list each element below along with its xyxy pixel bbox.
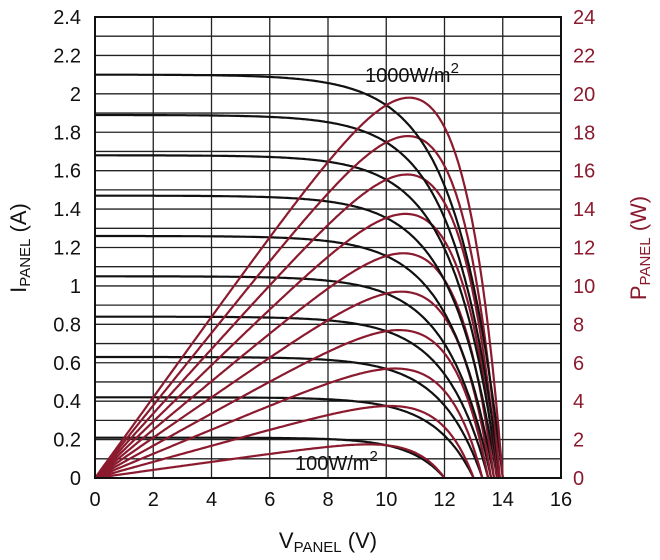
y-right-tick-label: 8: [573, 314, 584, 336]
y-right-tick-label: 6: [573, 353, 584, 375]
y-right-tick-label: 10: [573, 276, 595, 298]
y-left-tick-label: 1.6: [53, 161, 81, 183]
x-tick-label: 12: [433, 489, 455, 511]
annotation-1000-text: 1000W/m: [365, 65, 451, 87]
x-tick-label: 16: [550, 489, 572, 511]
current-curve-300: [95, 355, 484, 479]
y-right-tick-label: 20: [573, 84, 595, 106]
annotation-1000: 1000W/m2: [365, 60, 459, 87]
y-right-tick-label: 12: [573, 238, 595, 260]
tick-labels: 0 2 4 6 8 10 12 14 1600.20.40.60.811.21.41.61.82…: [53, 7, 595, 511]
y-left-tick-label: 0: [70, 468, 81, 490]
y-right-tick-label: 18: [573, 122, 595, 144]
power-curve-300: [94, 367, 484, 480]
y-left-tick-label: 1.2: [53, 238, 81, 260]
x-axis-label-sub: PANEL: [294, 539, 342, 556]
power-curve-200: [94, 404, 475, 480]
y-right-tick-label: 2: [573, 430, 584, 452]
y-left-tick-label: 1: [70, 276, 81, 298]
power-curve-500: [94, 290, 493, 479]
current-curve-400: [95, 315, 490, 479]
current-curve-200: [95, 396, 475, 479]
power-curve-800: [94, 173, 500, 479]
x-axis-label-main: V: [279, 528, 294, 553]
x-axis-label-unit: (V): [342, 528, 377, 553]
x-tick-label: 10: [375, 489, 397, 511]
y-left-tick-label: 0.4: [53, 391, 81, 413]
y-left-tick-label: 1.8: [53, 122, 81, 144]
power-curve-100: [94, 443, 446, 480]
y-left-label-unit: (A): [6, 203, 31, 238]
y-right-label-sub: PANEL: [637, 237, 654, 285]
annotation-100-text: 100W/m: [295, 453, 369, 475]
y-right-tick-label: 4: [573, 391, 584, 413]
plot-frame: [94, 16, 562, 479]
y-right-tick-label: 22: [573, 45, 595, 67]
current-curve-800: [95, 154, 500, 479]
y-right-tick-label: 14: [573, 199, 595, 221]
current-curve-600: [95, 234, 496, 479]
y-right-label-main: P: [626, 285, 651, 300]
y-left-tick-label: 2.2: [53, 45, 81, 67]
y-right-tick-label: 0: [573, 468, 584, 490]
x-tick-label: 2: [148, 489, 159, 511]
y-right-label-unit: (W): [626, 196, 651, 238]
x-tick-label: 4: [206, 489, 217, 511]
y-right-tick-label: 16: [573, 161, 595, 183]
y-right-axis-label: PPANEL (W): [626, 196, 654, 300]
current-curve-700: [95, 194, 498, 479]
x-axis-label: VPANEL (V): [279, 528, 377, 556]
y-left-label-sub: PANEL: [17, 239, 34, 287]
x-tick-label: 6: [264, 489, 275, 511]
y-left-tick-label: 0.6: [53, 353, 81, 375]
annotation-1000-sup: 2: [451, 60, 459, 77]
curves: [94, 73, 504, 480]
current-curve-500: [95, 275, 493, 479]
y-left-tick-label: 2: [70, 84, 81, 106]
x-tick-label: 14: [492, 489, 514, 511]
power-curve-400: [94, 329, 490, 479]
x-tick-label: 8: [322, 489, 333, 511]
y-left-label-main: I: [6, 287, 31, 293]
power-curve-600: [94, 252, 496, 479]
x-tick-label: 0: [89, 489, 100, 511]
power-curve-1000: [94, 96, 504, 479]
y-right-tick-label: 24: [573, 7, 595, 29]
y-left-axis-label: IPANEL (A): [6, 203, 34, 293]
current-curve-1000: [95, 73, 504, 479]
y-left-tick-label: 2.4: [53, 7, 81, 29]
y-left-tick-label: 1.4: [53, 199, 81, 221]
current-curve-900: [95, 113, 501, 479]
annotation-100-sup: 2: [369, 448, 377, 465]
y-left-tick-label: 0.2: [53, 430, 81, 452]
y-left-tick-label: 0.8: [53, 314, 81, 336]
annotation-100: 100W/m2: [295, 448, 378, 475]
power-curve-900: [94, 135, 501, 479]
